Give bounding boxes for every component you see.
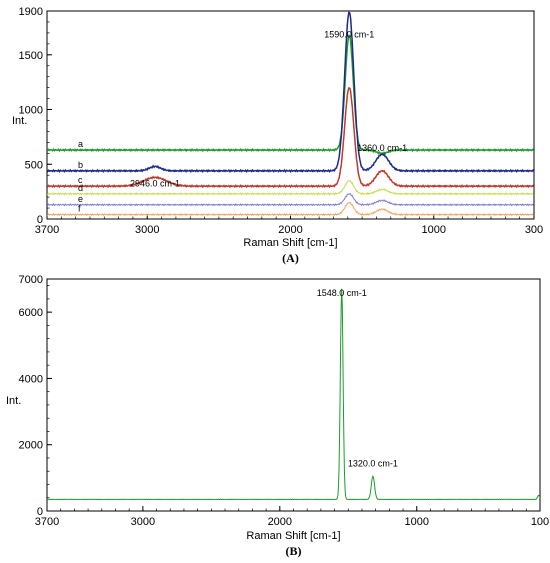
x-axis-label: Raman Shift [cm-1] xyxy=(243,237,337,249)
series-label-d: d xyxy=(78,183,83,193)
series-line-c xyxy=(47,87,534,189)
peak-annotation: 1360.0 cm-1 xyxy=(357,143,407,153)
series-line-d xyxy=(47,180,534,196)
y-axis-label: Int. xyxy=(6,395,21,407)
panel-caption: (B) xyxy=(286,544,302,558)
peak-annotation: 1590.0 cm-1 xyxy=(324,29,374,39)
y-axis-label: Int. xyxy=(12,115,27,127)
y-tick-label: 6000 xyxy=(19,307,43,319)
series-line-a xyxy=(47,34,534,156)
series-line-main xyxy=(47,288,540,501)
peak-annotation: 2946.0 cm-1 xyxy=(130,179,180,189)
series-label-e: e xyxy=(78,194,83,204)
series-line-f xyxy=(47,201,534,217)
x-tick-label: 1000 xyxy=(405,516,429,528)
peak-annotation: 1548.0 cm-1 xyxy=(317,288,367,298)
y-tick-label: 4000 xyxy=(19,373,43,385)
y-tick-label: 0 xyxy=(37,506,43,518)
x-tick-label: 3700 xyxy=(35,224,59,236)
series-label-a: a xyxy=(78,139,83,149)
y-tick-label: 1900 xyxy=(19,6,43,18)
x-tick-label: 2000 xyxy=(268,516,292,528)
x-tick-label: 2000 xyxy=(278,224,302,236)
y-tick-label: 0 xyxy=(37,214,43,226)
x-tick-label: 3700 xyxy=(35,516,59,528)
y-tick-label: 7000 xyxy=(19,274,43,286)
panel-caption: (A) xyxy=(282,251,299,265)
x-tick-label: 3000 xyxy=(135,224,159,236)
series-label-f: f xyxy=(78,204,81,214)
x-tick-label: 1000 xyxy=(421,224,445,236)
x-axis-label: Raman Shift [cm-1] xyxy=(246,530,340,542)
peak-annotation: 1320.0 cm-1 xyxy=(348,459,398,469)
y-tick-label: 500 xyxy=(25,159,43,171)
plot-frame xyxy=(46,278,541,512)
series-line-e xyxy=(47,193,534,207)
y-tick-label: 1000 xyxy=(19,105,43,117)
series-label-b: b xyxy=(78,160,83,170)
x-tick-label: 3000 xyxy=(131,516,155,528)
x-tick-label: 100 xyxy=(531,516,549,528)
series-line-b xyxy=(47,11,534,173)
y-tick-label: 2000 xyxy=(19,440,43,452)
y-tick-label: 1500 xyxy=(19,50,43,62)
x-tick-label: 300 xyxy=(525,224,543,236)
series-label-c: c xyxy=(78,175,83,185)
